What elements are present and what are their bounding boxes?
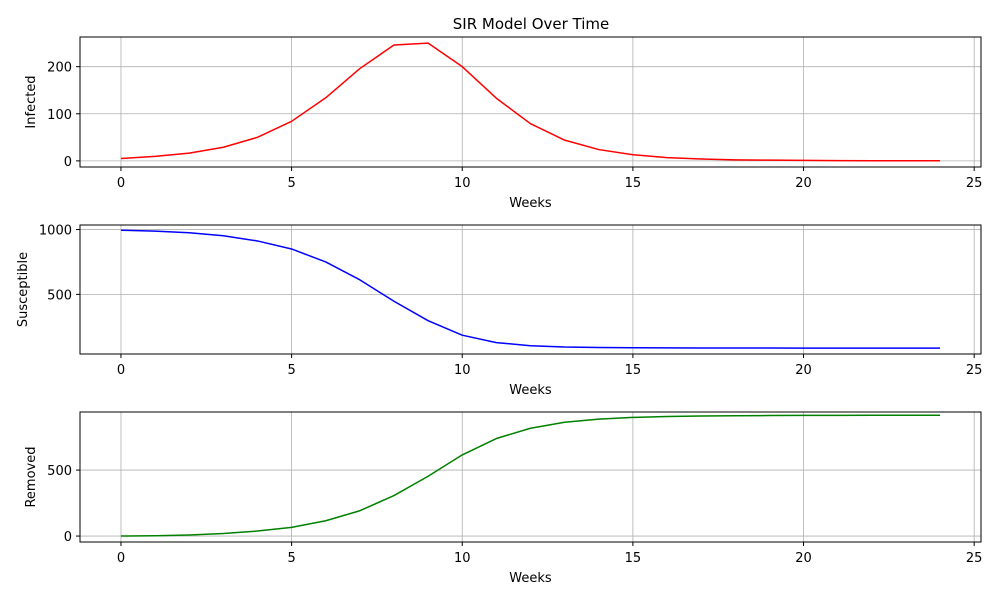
x-tick-label: 10 — [454, 551, 471, 566]
removed-y-axis-label: Removed — [24, 446, 39, 507]
y-tick-label: 0 — [64, 155, 72, 170]
removed-axes-frame — [79, 411, 982, 543]
x-tick-label: 10 — [454, 363, 471, 378]
chart-title: SIR Model Over Time — [453, 15, 610, 33]
x-tick-label: 5 — [287, 176, 295, 191]
x-tick-label: 10 — [454, 176, 471, 191]
y-tick-label: 500 — [47, 288, 72, 303]
susceptible-series-line — [120, 229, 941, 349]
x-tick-label: 15 — [625, 551, 642, 566]
x-tick-label: 25 — [966, 363, 983, 378]
panel-infected: 0 5 10 15 20 25 0 100 200 Weeks Infected — [24, 36, 983, 211]
x-tick-label: 25 — [966, 551, 983, 566]
panel-removed: 0 5 10 15 20 25 0 500 Weeks Removed — [24, 411, 983, 586]
y-tick-label: 0 — [64, 530, 72, 545]
y-tick-label: 100 — [47, 108, 72, 123]
y-tick-label: 200 — [47, 61, 72, 76]
removed-series-line — [120, 414, 941, 537]
infected-x-axis-label: Weeks — [509, 196, 552, 211]
x-tick-label: 20 — [795, 363, 812, 378]
susceptible-x-axis-label: Weeks — [509, 383, 552, 398]
x-tick-label: 20 — [795, 176, 812, 191]
x-tick-label: 20 — [795, 551, 812, 566]
panel-susceptible: 0 5 10 15 20 25 500 1000 Weeks Susceptible — [16, 224, 982, 398]
x-tick-label: 25 — [966, 176, 983, 191]
x-tick-label: 15 — [625, 176, 642, 191]
x-tick-label: 0 — [117, 551, 125, 566]
removed-x-axis-label: Weeks — [509, 571, 552, 586]
infected-axes-frame — [79, 36, 982, 168]
infected-y-axis-label: Infected — [24, 75, 39, 128]
x-tick-label: 0 — [117, 176, 125, 191]
infected-series-line — [120, 42, 941, 162]
susceptible-y-axis-label: Susceptible — [16, 252, 31, 327]
x-tick-label: 5 — [287, 551, 295, 566]
x-tick-label: 0 — [117, 363, 125, 378]
x-tick-label: 5 — [287, 363, 295, 378]
y-tick-label: 1000 — [39, 224, 72, 239]
y-tick-label: 500 — [47, 464, 72, 479]
susceptible-axes-frame — [79, 224, 982, 355]
x-tick-label: 15 — [625, 363, 642, 378]
